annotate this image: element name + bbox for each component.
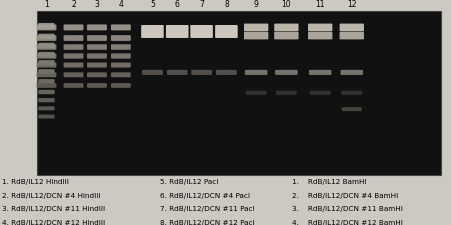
Text: 7: 7	[199, 0, 204, 9]
FancyBboxPatch shape	[111, 63, 131, 68]
FancyBboxPatch shape	[111, 36, 131, 42]
FancyBboxPatch shape	[37, 63, 56, 68]
FancyBboxPatch shape	[141, 26, 164, 39]
FancyBboxPatch shape	[309, 70, 331, 76]
Text: 5: 5	[150, 0, 155, 9]
FancyBboxPatch shape	[38, 115, 55, 119]
FancyBboxPatch shape	[64, 36, 83, 42]
Text: 2. RdB/IL12/DCN #4 HindIII: 2. RdB/IL12/DCN #4 HindIII	[2, 192, 101, 198]
FancyBboxPatch shape	[244, 33, 268, 40]
FancyBboxPatch shape	[87, 63, 107, 68]
FancyBboxPatch shape	[37, 36, 56, 42]
FancyBboxPatch shape	[340, 25, 364, 32]
FancyBboxPatch shape	[38, 80, 55, 84]
FancyBboxPatch shape	[38, 61, 55, 66]
FancyBboxPatch shape	[308, 25, 332, 32]
FancyBboxPatch shape	[37, 45, 56, 51]
Text: 4. RdB/IL12/DCN #12 HindIII: 4. RdB/IL12/DCN #12 HindIII	[2, 219, 106, 225]
FancyBboxPatch shape	[37, 25, 56, 31]
Text: 12: 12	[347, 0, 357, 9]
FancyBboxPatch shape	[38, 99, 55, 103]
FancyBboxPatch shape	[64, 63, 83, 68]
FancyBboxPatch shape	[37, 73, 56, 78]
FancyBboxPatch shape	[38, 53, 55, 58]
Text: 1.    RdB/IL12 BamHI: 1. RdB/IL12 BamHI	[292, 178, 367, 184]
FancyBboxPatch shape	[246, 91, 267, 96]
FancyBboxPatch shape	[274, 25, 299, 32]
FancyBboxPatch shape	[64, 73, 83, 78]
FancyBboxPatch shape	[64, 25, 83, 31]
Text: 3.    RdB/IL12/DCN #11 BamHI: 3. RdB/IL12/DCN #11 BamHI	[292, 205, 403, 212]
FancyBboxPatch shape	[38, 44, 55, 49]
FancyBboxPatch shape	[245, 70, 267, 76]
FancyBboxPatch shape	[308, 33, 332, 40]
FancyBboxPatch shape	[191, 70, 212, 76]
FancyBboxPatch shape	[87, 54, 107, 59]
FancyBboxPatch shape	[342, 108, 362, 112]
FancyBboxPatch shape	[167, 70, 188, 76]
FancyBboxPatch shape	[38, 24, 55, 29]
FancyBboxPatch shape	[341, 91, 362, 96]
Text: 6. RdB/IL12/DCN #4 PacI: 6. RdB/IL12/DCN #4 PacI	[160, 192, 250, 198]
FancyBboxPatch shape	[87, 36, 107, 42]
FancyBboxPatch shape	[310, 91, 331, 96]
FancyBboxPatch shape	[87, 84, 107, 88]
FancyBboxPatch shape	[38, 34, 55, 40]
Text: 8: 8	[224, 0, 229, 9]
FancyBboxPatch shape	[274, 33, 299, 40]
FancyBboxPatch shape	[166, 26, 189, 39]
FancyBboxPatch shape	[38, 107, 55, 111]
Text: 7. RdB/IL12/DCN #11 PacI: 7. RdB/IL12/DCN #11 PacI	[160, 205, 255, 212]
FancyBboxPatch shape	[142, 70, 163, 76]
FancyBboxPatch shape	[64, 45, 83, 51]
FancyBboxPatch shape	[190, 26, 213, 39]
FancyBboxPatch shape	[111, 73, 131, 78]
FancyBboxPatch shape	[64, 54, 83, 59]
FancyBboxPatch shape	[38, 70, 55, 75]
Text: 6: 6	[175, 0, 179, 9]
Text: 1: 1	[44, 0, 49, 9]
FancyBboxPatch shape	[275, 70, 298, 76]
FancyBboxPatch shape	[244, 25, 268, 32]
FancyBboxPatch shape	[111, 54, 131, 59]
Text: 10: 10	[281, 0, 291, 9]
FancyBboxPatch shape	[38, 90, 55, 95]
Text: 8. RdB/IL12/DCN #12 PacI: 8. RdB/IL12/DCN #12 PacI	[160, 219, 255, 225]
FancyBboxPatch shape	[111, 84, 131, 88]
FancyBboxPatch shape	[87, 45, 107, 51]
Text: 2.    RdB/IL12/DCN #4 BamHI: 2. RdB/IL12/DCN #4 BamHI	[292, 192, 399, 198]
FancyBboxPatch shape	[111, 25, 131, 31]
FancyBboxPatch shape	[87, 25, 107, 31]
Text: 4.    RdB/IL12/DCN #12 BamHI: 4. RdB/IL12/DCN #12 BamHI	[292, 219, 403, 225]
Text: 3: 3	[95, 0, 99, 9]
FancyBboxPatch shape	[111, 45, 131, 51]
Text: 3. RdB/IL12/DCN #11 HindIII: 3. RdB/IL12/DCN #11 HindIII	[2, 205, 106, 212]
Bar	[37, 12, 441, 175]
FancyBboxPatch shape	[340, 33, 364, 40]
Text: 9: 9	[254, 0, 258, 9]
FancyBboxPatch shape	[37, 84, 56, 88]
Text: 1. RdB/IL12 HindIII: 1. RdB/IL12 HindIII	[2, 178, 69, 184]
FancyBboxPatch shape	[87, 73, 107, 78]
Text: 2: 2	[71, 0, 76, 9]
FancyBboxPatch shape	[216, 70, 237, 76]
Text: 5. RdB/IL12 PacI: 5. RdB/IL12 PacI	[160, 178, 218, 184]
Text: 11: 11	[315, 0, 325, 9]
FancyBboxPatch shape	[215, 26, 238, 39]
FancyBboxPatch shape	[64, 84, 83, 88]
FancyBboxPatch shape	[341, 70, 363, 76]
FancyBboxPatch shape	[37, 54, 56, 59]
FancyBboxPatch shape	[276, 91, 297, 96]
Text: 4: 4	[119, 0, 123, 9]
